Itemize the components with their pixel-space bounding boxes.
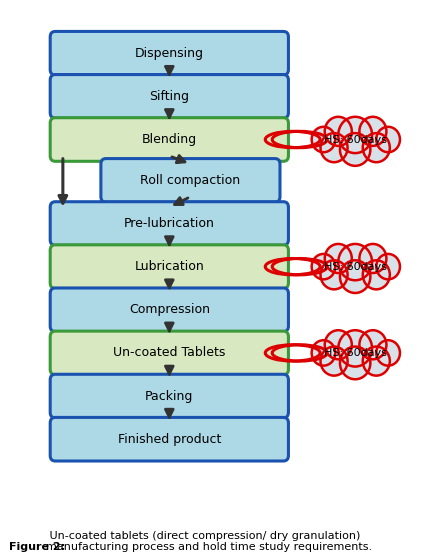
Ellipse shape <box>320 133 348 162</box>
FancyBboxPatch shape <box>50 245 289 289</box>
Ellipse shape <box>376 127 400 152</box>
Text: HS: 60days: HS: 60days <box>324 261 387 271</box>
Text: Dispensing: Dispensing <box>135 47 204 60</box>
Ellipse shape <box>338 330 372 366</box>
Ellipse shape <box>312 127 335 152</box>
Ellipse shape <box>312 340 335 366</box>
Ellipse shape <box>325 117 352 146</box>
Ellipse shape <box>363 260 390 289</box>
Ellipse shape <box>325 244 352 273</box>
Text: Pre-lubrication: Pre-lubrication <box>124 217 215 230</box>
Ellipse shape <box>340 346 370 379</box>
Text: Blending: Blending <box>142 133 197 146</box>
Ellipse shape <box>338 117 372 153</box>
FancyBboxPatch shape <box>50 374 289 418</box>
FancyBboxPatch shape <box>50 288 289 331</box>
Ellipse shape <box>320 260 348 289</box>
Ellipse shape <box>376 340 400 366</box>
Ellipse shape <box>363 133 390 162</box>
Ellipse shape <box>359 117 386 146</box>
Text: HS: 60days: HS: 60days <box>324 348 387 358</box>
Text: Lubrication: Lubrication <box>135 260 204 273</box>
Text: HS: 60days: HS: 60days <box>324 134 387 144</box>
Ellipse shape <box>359 244 386 273</box>
Text: Un-coated Tablets: Un-coated Tablets <box>113 346 225 360</box>
Ellipse shape <box>363 346 390 376</box>
Ellipse shape <box>340 133 370 166</box>
Ellipse shape <box>340 260 370 293</box>
Ellipse shape <box>320 346 348 376</box>
Text: Compression: Compression <box>129 303 210 316</box>
FancyBboxPatch shape <box>50 32 289 75</box>
Ellipse shape <box>376 254 400 279</box>
Text: Un-coated tablets (direct compression/ dry granulation)
manufacturing process an: Un-coated tablets (direct compression/ d… <box>46 531 372 552</box>
FancyBboxPatch shape <box>50 74 289 118</box>
Text: Roll compaction: Roll compaction <box>140 174 241 187</box>
Ellipse shape <box>338 244 372 280</box>
Ellipse shape <box>359 330 386 359</box>
FancyBboxPatch shape <box>50 417 289 461</box>
Text: Finished product: Finished product <box>117 433 221 446</box>
FancyBboxPatch shape <box>50 118 289 162</box>
FancyBboxPatch shape <box>50 201 289 245</box>
Ellipse shape <box>312 254 335 279</box>
Text: Figure 2:: Figure 2: <box>9 542 65 552</box>
Text: Packing: Packing <box>145 390 194 402</box>
Text: Sifting: Sifting <box>149 90 189 103</box>
FancyBboxPatch shape <box>50 331 289 375</box>
FancyBboxPatch shape <box>101 159 280 202</box>
Ellipse shape <box>325 330 352 359</box>
